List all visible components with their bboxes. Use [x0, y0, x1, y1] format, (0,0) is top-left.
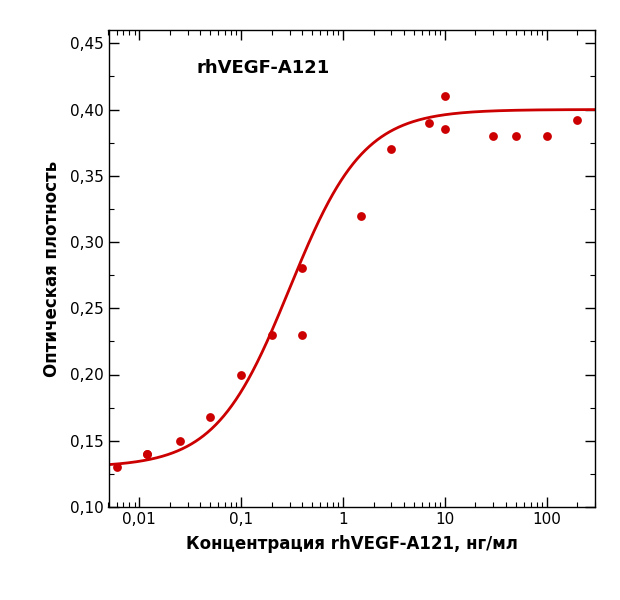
Y-axis label: Оптическая плотность: Оптическая плотность: [43, 160, 61, 377]
Point: [542, 131, 552, 141]
Text: rhVEGF-A121: rhVEGF-A121: [196, 59, 329, 77]
Point: [142, 449, 152, 459]
Point: [489, 131, 498, 141]
X-axis label: Концентрация rhVEGF-A121, нг/мл: Концентрация rhVEGF-A121, нг/мл: [186, 535, 518, 553]
Point: [511, 131, 521, 141]
Point: [424, 118, 434, 128]
Point: [356, 211, 366, 220]
Point: [112, 463, 122, 472]
Point: [440, 125, 450, 134]
Point: [142, 449, 152, 459]
Point: [298, 330, 308, 340]
Point: [267, 330, 277, 340]
Point: [236, 370, 246, 379]
Point: [386, 145, 396, 154]
Point: [440, 91, 450, 101]
Point: [205, 412, 215, 422]
Point: [298, 263, 308, 273]
Point: [175, 436, 185, 446]
Point: [572, 115, 582, 125]
